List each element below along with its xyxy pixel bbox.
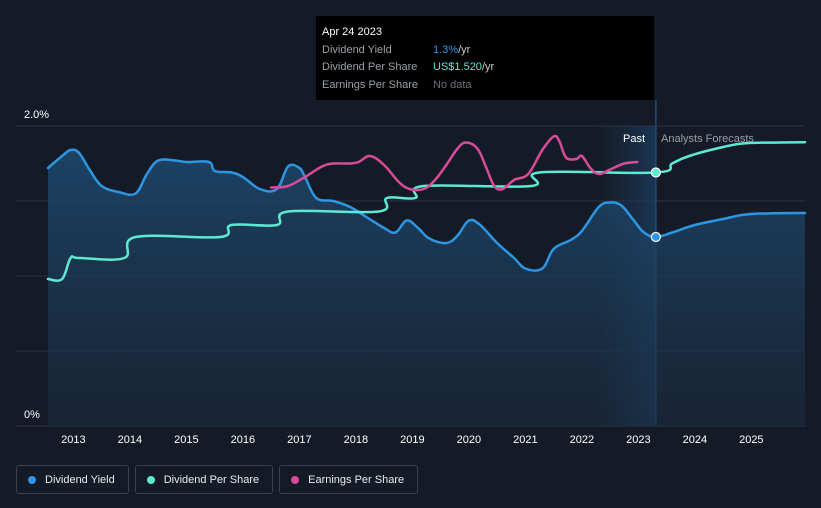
dividend-yield-marker: [650, 231, 661, 243]
tooltip-row-yield: Dividend Yield 1.3% /yr: [322, 42, 648, 60]
y-axis-ticks: 2.0% 0%: [24, 109, 49, 421]
x-tick-label: 2015: [174, 434, 198, 446]
x-tick-label: 2014: [118, 434, 142, 446]
legend-label: Dividend Per Share: [163, 473, 260, 486]
tooltip-value: 1.3%: [433, 43, 459, 56]
y-tick-label: 0%: [24, 409, 40, 421]
tooltip-unit: /yr: [458, 43, 471, 56]
legend-earnings-per-share[interactable]: Earnings Per Share: [279, 465, 419, 494]
legend-label: Earnings Per Share: [308, 473, 405, 486]
dividend-yield-area: [48, 149, 805, 426]
x-tick-label: 2025: [739, 434, 763, 446]
legend: Dividend Yield Dividend Per Share Earnin…: [16, 465, 419, 494]
legend-label: Dividend Yield: [45, 473, 115, 486]
tooltip-label: Dividend Yield: [322, 43, 392, 56]
x-tick-label: 2016: [231, 434, 255, 446]
x-axis-ticks: 2013 2014 2015 2016 2017 2018 2019 2020 2021 2022…: [61, 434, 763, 446]
x-tick-label: 2013: [61, 434, 85, 446]
x-tick-label: 2023: [626, 434, 650, 446]
legend-dot-icon: [291, 475, 300, 484]
tooltip: Apr 24 2023 Dividend Yield 1.3% /yr Divi…: [316, 16, 654, 100]
tooltip-label: Dividend Per Share: [322, 61, 418, 73]
marker-group: [650, 167, 661, 243]
tooltip-row-eps: Earnings Per Share No data: [322, 77, 648, 95]
x-tick-label: 2019: [400, 434, 424, 446]
area-group: [48, 149, 805, 426]
tooltip-date: Apr 24 2023: [322, 26, 382, 38]
dividend-yield-line: [46, 148, 807, 272]
y-tick-label: 2.0%: [24, 109, 49, 121]
legend-dot-icon: [146, 475, 155, 484]
legend-dot-icon: [28, 475, 36, 484]
x-tick-label: 2020: [457, 434, 481, 446]
x-tick-label: 2018: [344, 434, 368, 446]
x-tick-label: 2017: [287, 434, 311, 446]
series-lines: [46, 134, 807, 282]
earnings-per-share-line: [269, 134, 639, 192]
tooltip-value: No data: [433, 78, 472, 91]
tooltip-row-dps: Dividend Per Share US$1.520 /yr: [322, 59, 648, 77]
past-label: Past: [623, 133, 645, 145]
forecast-label: Analysts Forecasts: [661, 133, 754, 145]
dividend-per-share-marker: [650, 167, 661, 178]
tooltip-value: US$1.520: [433, 61, 482, 73]
legend-dividend-per-share[interactable]: Dividend Per Share: [134, 465, 274, 494]
x-tick-label: 2022: [570, 434, 594, 446]
tooltip-unit: /yr: [481, 61, 495, 73]
dividend-per-share-line: [46, 140, 807, 282]
legend-dividend-yield[interactable]: Dividend Yield: [16, 465, 129, 494]
x-tick-label: 2021: [513, 434, 537, 446]
tooltip-label: Earnings Per Share: [322, 78, 418, 91]
x-tick-label: 2024: [683, 434, 707, 446]
